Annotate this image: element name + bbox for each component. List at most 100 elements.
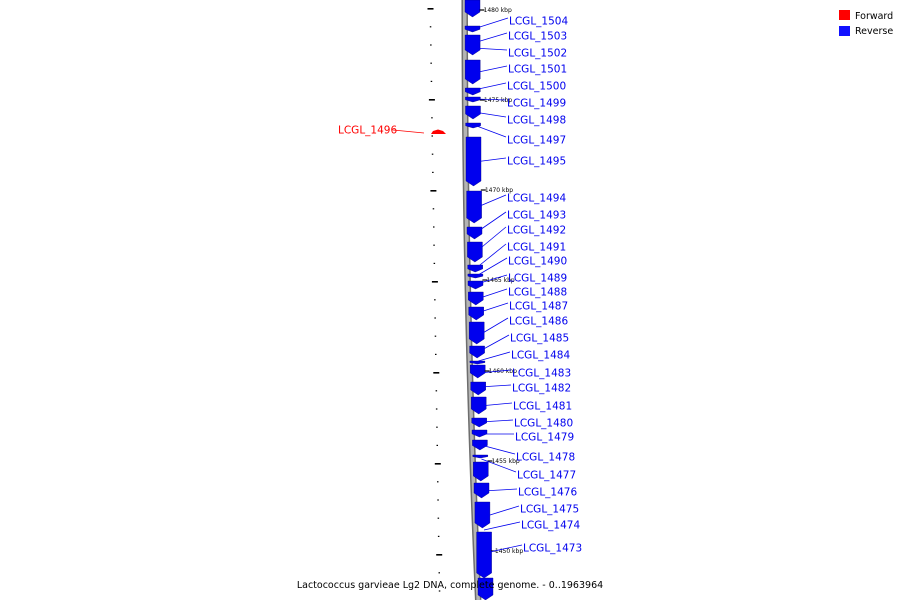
gene-labels: LCGL_1504 LCGL_1503 LCGL_1502 LCGL_1501 LCGL… <box>338 16 582 555</box>
gene-arrow <box>476 531 492 579</box>
gene-label-lcgl-1488: LCGL_1488 <box>508 287 567 299</box>
gene-arrow <box>473 461 489 482</box>
label-connector <box>483 505 520 518</box>
label-connector <box>482 488 518 492</box>
gene-label-lcgl-1481: LCGL_1481 <box>513 401 572 413</box>
scale-minor-tick <box>438 572 440 574</box>
legend-forward-label: Forward <box>855 11 893 22</box>
gene-arrow <box>465 105 481 120</box>
gene-label-lcgl-1502: LCGL_1502 <box>508 48 567 60</box>
gene-arrow <box>473 482 490 499</box>
gene-arrow <box>464 25 481 33</box>
label-connector <box>477 302 509 314</box>
scale-minor-tick <box>437 481 439 483</box>
gene-arrow <box>469 345 485 359</box>
gene-label-lcgl-1485: LCGL_1485 <box>510 333 569 345</box>
label-connector <box>392 129 425 134</box>
scale-minor-tick <box>430 62 432 64</box>
legend-reverse-swatch <box>839 26 850 36</box>
scale-minor-tick <box>437 517 440 519</box>
scale-major-tick <box>433 372 440 374</box>
gene-label-lcgl-1474: LCGL_1474 <box>521 520 580 532</box>
label-connector <box>473 98 507 101</box>
scale-major-tick <box>436 554 443 556</box>
genome-backbone <box>461 0 482 600</box>
scale-minor-tick <box>434 299 436 301</box>
label-connector <box>474 194 507 209</box>
gene-arrow <box>472 439 488 451</box>
gene-arrow <box>466 190 482 224</box>
gene-label-lcgl-1473: LCGL_1473 <box>523 543 582 555</box>
kbp-label: 1470 kbp <box>485 187 513 194</box>
scale-major-tick <box>434 463 441 465</box>
label-connector <box>476 274 508 285</box>
gene-arrow <box>477 577 494 600</box>
label-connector <box>476 288 508 300</box>
gene-arrow <box>465 96 481 103</box>
kbp-label: 1460 kbp <box>489 368 517 375</box>
scale-minor-tick <box>430 80 433 82</box>
kbp-label: 1480 kbp <box>484 7 512 14</box>
label-connector <box>479 402 513 407</box>
gene-arrow <box>471 417 487 428</box>
gene-label-lcgl-1476: LCGL_1476 <box>518 487 577 499</box>
gene-label-lcgl-1480: LCGL_1480 <box>514 418 573 430</box>
gene-label-lcgl-1501: LCGL_1501 <box>508 64 567 76</box>
gene-label-lcgl-1500: LCGL_1500 <box>507 81 566 93</box>
gene-label-lcgl-1487: LCGL_1487 <box>509 301 568 313</box>
gene-label-lcgl-1493: LCGL_1493 <box>507 210 566 222</box>
gene-arrow <box>468 291 484 306</box>
scale-minor-tick <box>431 153 434 155</box>
gene-arrow <box>472 454 488 459</box>
scale-minor-tick <box>432 171 434 173</box>
scale-minor-tick <box>433 226 435 228</box>
scale-minor-tick <box>434 317 436 319</box>
gene-arrow <box>469 321 485 345</box>
gene-label-lcgl-1490: LCGL_1490 <box>508 256 567 268</box>
gene-arrow <box>465 59 481 85</box>
gene-features <box>431 0 494 600</box>
scale-ticks <box>427 8 443 592</box>
gene-arrow <box>474 501 491 529</box>
gene-label-lcgl-1503: LCGL_1503 <box>508 31 567 43</box>
label-connector <box>481 458 517 473</box>
scale-major-tick <box>428 99 435 101</box>
gene-label-lcgl-1475: LCGL_1475 <box>520 504 579 516</box>
label-connector <box>479 384 512 388</box>
scale-minor-tick <box>435 408 438 410</box>
gene-label-lcgl-1489: LCGL_1489 <box>508 273 567 285</box>
legend: Forward Reverse <box>839 10 893 37</box>
kbp-label: 1450 kbp <box>495 548 523 555</box>
map-caption: Lactococcus garvieae Lg2 DNA, complete g… <box>297 580 603 591</box>
scale-minor-tick <box>437 499 439 501</box>
gene-label-lcgl-1484: LCGL_1484 <box>511 350 570 362</box>
label-connector <box>473 65 508 74</box>
label-connector <box>478 351 511 362</box>
gene-arrow <box>466 226 483 240</box>
scale-major-tick <box>431 281 438 283</box>
gene-label-lcgl-1478: LCGL_1478 <box>516 452 575 464</box>
kbp-label: 1465 kbp <box>486 277 514 284</box>
backbone-line <box>462 0 480 600</box>
gene-label-lcgl-1497: LCGL_1497 <box>507 135 566 147</box>
gene-label-lcgl-1483: LCGL_1483 <box>512 368 571 380</box>
scale-minor-tick <box>434 335 437 337</box>
gene-arrow <box>468 306 484 321</box>
label-connector <box>473 111 507 118</box>
scale-major-tick <box>430 190 437 192</box>
label-connector <box>477 334 510 353</box>
label-connector <box>473 32 508 44</box>
scale-minor-tick <box>435 390 438 392</box>
label-connector <box>474 157 507 163</box>
label-connector <box>480 419 514 423</box>
scale-minor-tick <box>436 426 438 428</box>
scale-minor-tick <box>438 590 441 592</box>
gene-label-lcgl-1494: LCGL_1494 <box>507 193 566 205</box>
label-connector <box>475 211 507 234</box>
gene-arrow <box>464 0 481 18</box>
gene-label-lcgl-1495: LCGL_1495 <box>507 156 566 168</box>
label-connector <box>473 47 508 51</box>
scale-minor-tick <box>430 44 432 46</box>
gene-arrow <box>467 241 483 263</box>
